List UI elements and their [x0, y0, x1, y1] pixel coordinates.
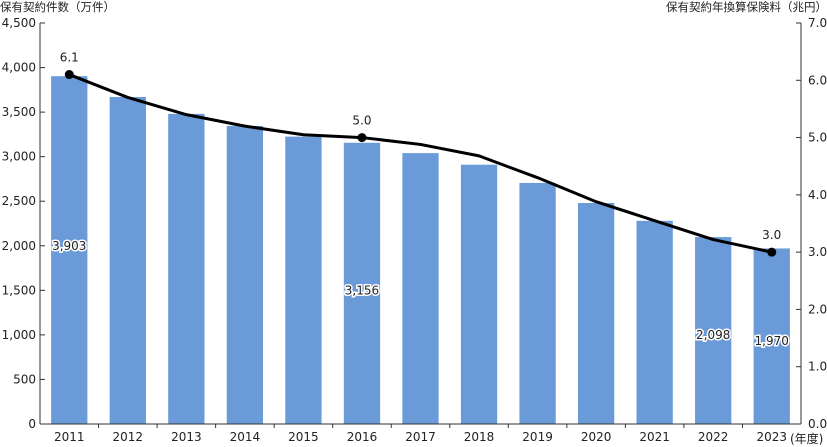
line-data-label: 6.1 — [60, 51, 79, 65]
right-tick-label: 1.0 — [808, 360, 827, 374]
bar-2017 — [402, 153, 439, 424]
right-tick-label: 7.0 — [808, 16, 827, 30]
right-tick-label: 0.0 — [808, 417, 827, 431]
right-tick-label: 5.0 — [808, 131, 827, 145]
x-tick-label: 2023 — [756, 430, 787, 444]
line-marker — [767, 247, 777, 257]
bar-2016 — [343, 142, 381, 425]
right-tick-label: 2.0 — [808, 302, 827, 316]
left-tick-label: 2,000 — [2, 239, 36, 253]
x-tick-label: 2013 — [171, 430, 202, 444]
bar-2019 — [519, 182, 556, 424]
left-tick-label: 3,500 — [2, 105, 36, 119]
bar-data-label: 1,970 — [755, 334, 789, 348]
left-tick-label: 1,000 — [2, 328, 36, 342]
x-tick-label: 2011 — [54, 430, 85, 444]
left-axis-title: 保有契約件数（万件） — [0, 0, 115, 14]
bar-data-label: 2,098 — [696, 328, 730, 342]
x-tick-label: 2019 — [522, 430, 553, 444]
line-marker — [357, 133, 367, 143]
bar-2022 — [695, 237, 732, 424]
x-unit-label: (年度) — [790, 431, 823, 446]
line-marker — [64, 70, 74, 80]
x-tick-label: 2022 — [698, 430, 729, 444]
right-tick-label: 6.0 — [808, 73, 827, 87]
bar-2015 — [285, 136, 322, 424]
line-series — [68, 73, 773, 254]
bar-2012 — [109, 96, 146, 424]
left-tick-label: 3,000 — [2, 150, 36, 164]
right-tick-label: 4.0 — [808, 188, 827, 202]
bar-2023 — [753, 248, 790, 424]
x-tick-label: 2016 — [347, 430, 378, 444]
bar-2014 — [226, 125, 264, 424]
left-tick-label: 4,000 — [2, 61, 36, 75]
left-tick-label: 2,500 — [2, 194, 36, 208]
bar-2021 — [636, 220, 673, 424]
x-tick-label: 2018 — [464, 430, 495, 444]
x-tick-label: 2021 — [639, 430, 670, 444]
right-tick-label: 3.0 — [808, 245, 827, 259]
plot-area: 0 500 1,000 1,500 2,000 2,500 3,000 3,500 4,000 4… — [2, 16, 827, 444]
x-tick-label: 2017 — [405, 430, 436, 444]
bar-2018 — [460, 164, 498, 425]
left-tick-label: 4,500 — [2, 16, 36, 30]
x-tick-label: 2020 — [581, 430, 612, 444]
bar-data-label: 3,156 — [345, 283, 379, 297]
x-tick-label: 2014 — [230, 430, 261, 444]
bar-2020 — [577, 203, 615, 424]
right-axis-title: 保有契約年換算保険料（兆円） — [666, 0, 827, 14]
line-data-label: 5.0 — [352, 114, 371, 128]
bar-data-label: 3,903 — [52, 239, 86, 253]
x-tick-label: 2012 — [113, 430, 144, 444]
bar-2013 — [168, 113, 205, 424]
line-data-label: 3.0 — [762, 228, 781, 242]
bar-2011 — [51, 76, 88, 424]
x-tick-label: 2015 — [288, 430, 319, 444]
left-tick-label: 0 — [28, 417, 36, 431]
left-tick-label: 1,500 — [2, 283, 36, 297]
left-tick-label: 500 — [13, 372, 36, 386]
